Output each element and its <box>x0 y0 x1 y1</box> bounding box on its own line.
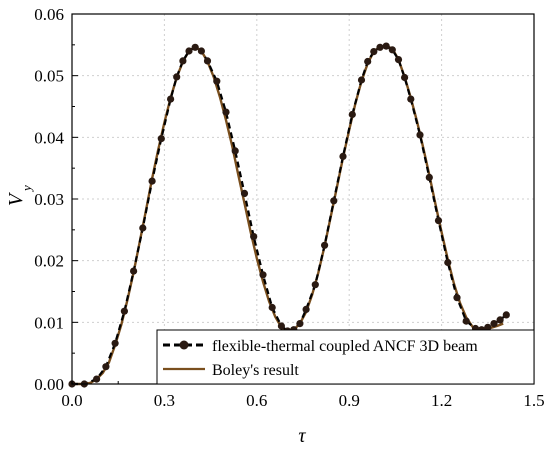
tick-labels: 0.0 0.3 0.6 0.9 1.2 1.5 0.00 0.01 0.02 0.03 0.04 0.… <box>34 5 544 410</box>
data-point-simulation <box>407 95 415 103</box>
y-tick-label: 0.02 <box>34 252 64 271</box>
data-point-simulation <box>130 267 138 275</box>
data-point-simulation <box>484 323 492 331</box>
data-point-simulation <box>167 95 175 103</box>
data-point-simulation <box>339 152 347 160</box>
data-point-simulation <box>357 76 366 84</box>
data-point-simulation <box>173 73 181 81</box>
data-point-simulation <box>102 363 110 371</box>
x-tick-label: 0.3 <box>154 391 175 410</box>
x-tick-label: 1.5 <box>523 391 544 410</box>
data-point-simulation <box>179 57 187 65</box>
y-tick-label: 0.01 <box>34 313 64 332</box>
data-point-simulation <box>453 294 461 302</box>
data-point-simulation <box>296 320 304 328</box>
data-point-simulation <box>401 73 409 82</box>
x-tick-label: 0.9 <box>339 391 360 410</box>
data-point-simulation <box>197 47 205 55</box>
data-point-simulation <box>191 43 199 51</box>
x-tick-label: 0.6 <box>246 391 267 410</box>
data-point-simulation <box>185 47 193 55</box>
data-point-simulation <box>302 305 310 313</box>
data-point-simulation <box>93 375 101 383</box>
x-tick-label: 0.0 <box>61 391 82 410</box>
y-axis-title-group: V y <box>5 185 34 206</box>
grid-lines <box>72 14 534 384</box>
data-point-simulation <box>496 316 504 324</box>
data-point-simulation <box>222 108 230 116</box>
data-point-simulation <box>394 56 403 64</box>
data-point-simulation <box>321 241 329 249</box>
data-point-simulation <box>444 258 452 267</box>
y-tick-label: 0.05 <box>34 67 64 86</box>
y-axis-title-subscript: y <box>19 185 34 193</box>
legend-marker-simulation <box>179 340 189 350</box>
legend: flexible-thermal coupled ANCF 3D beam Bo… <box>156 329 535 385</box>
data-point-simulation <box>311 281 319 289</box>
data-point-simulation <box>259 271 267 279</box>
data-point-simulation <box>213 77 221 85</box>
x-tick-label: 1.2 <box>431 391 452 410</box>
y-tick-label: 0.00 <box>34 375 64 394</box>
data-point-simulation <box>330 197 338 205</box>
data-point-simulation <box>382 42 390 50</box>
data-point-simulation <box>231 147 239 155</box>
y-tick-label: 0.06 <box>34 5 64 24</box>
data-point-simulation <box>502 311 510 319</box>
data-point-simulation <box>157 135 165 143</box>
legend-box <box>156 329 535 385</box>
legend-label-reference: Boley's result <box>212 362 299 379</box>
plot-series <box>68 42 510 388</box>
data-point-simulation <box>139 224 147 232</box>
data-point-simulation <box>240 189 249 197</box>
y-axis-title: V <box>5 191 27 206</box>
data-point-simulation <box>364 57 372 66</box>
data-point-simulation <box>277 322 285 330</box>
data-point-simulation <box>250 233 258 241</box>
data-point-simulation <box>348 110 356 119</box>
data-point-simulation <box>425 173 433 181</box>
data-point-simulation <box>120 307 128 315</box>
data-point-simulation <box>370 48 378 56</box>
data-point-simulation <box>462 317 470 325</box>
x-axis-title: τ <box>298 425 306 447</box>
data-point-simulation <box>416 131 424 139</box>
y-tick-label: 0.03 <box>34 190 64 209</box>
data-point-simulation <box>388 46 396 54</box>
data-point-simulation <box>148 177 156 185</box>
data-point-simulation <box>268 303 276 312</box>
y-tick-label: 0.04 <box>34 128 64 147</box>
data-point-simulation <box>490 320 498 328</box>
data-point-simulation <box>434 217 443 225</box>
data-point-simulation <box>111 339 119 347</box>
legend-label-simulation: flexible-thermal coupled ANCF 3D beam <box>212 338 478 355</box>
data-point-simulation <box>376 43 384 51</box>
data-point-simulation <box>203 57 212 65</box>
